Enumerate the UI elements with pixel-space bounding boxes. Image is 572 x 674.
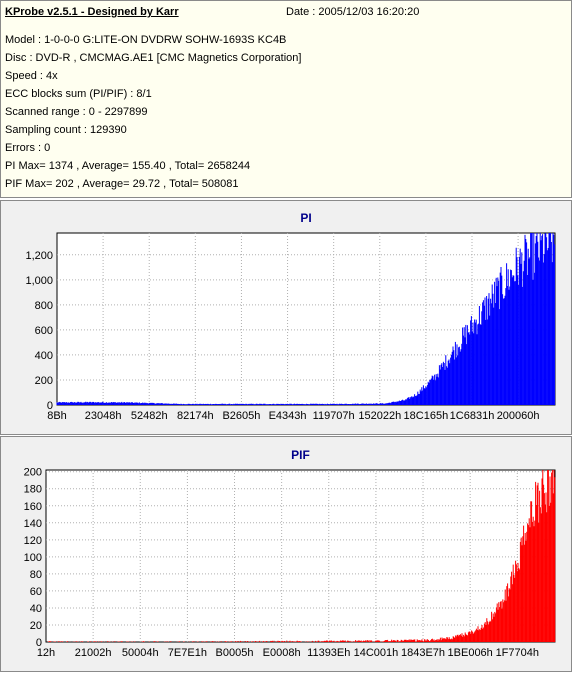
pi-chart-title: PI (300, 211, 311, 225)
info-pi-stats: PI Max= 1374 , Average= 155.40 , Total= … (5, 160, 251, 172)
y-tick-label: 600 (35, 325, 53, 337)
y-tick-label: 400 (35, 350, 53, 362)
y-tick-label: 100 (24, 552, 42, 564)
y-tick-label: 20 (30, 620, 42, 632)
pi-chart-panel: PI 0 200 400 600 800 1,000 1,200 8Bh 23048h 52482h… (0, 200, 572, 435)
info-sampling: Sampling count : 129390 (5, 124, 127, 136)
y-tick-label: 200 (35, 375, 53, 387)
plot-area (45, 469, 556, 643)
x-tick-label: E4343h (269, 410, 307, 422)
app-title: KProbe v2.5.1 - Designed by Karr (5, 6, 179, 18)
y-tick-label: 0 (36, 637, 42, 649)
y-tick-label: 120 (24, 535, 42, 547)
y-tick-label: 60 (30, 586, 42, 598)
x-tick-label: 7E7E1h (168, 647, 207, 659)
y-tick-label: 180 (24, 484, 42, 496)
pif-chart-title: PIF (291, 448, 310, 462)
info-speed: Speed : 4x (5, 70, 58, 82)
info-model: Model : 1-0-0-0 G:LITE-ON DVDRW SOHW-169… (5, 34, 287, 46)
x-tick-label: 8Bh (47, 410, 67, 422)
x-tick-label: 1BE006h (448, 647, 493, 659)
info-errors: Errors : 0 (5, 142, 51, 154)
x-tick-label: 14C001h (354, 647, 399, 659)
pi-chart: PI 0 200 400 600 800 1,000 1,200 8Bh 23048h 52482h… (25, 211, 556, 422)
x-tick-label: B2605h (222, 410, 260, 422)
x-tick-label: 1C6831h (450, 410, 495, 422)
y-tick-label: 40 (30, 603, 42, 615)
pif-chart: PIF 0 20 40 60 80 100 120 140 160 180 200 12h 21002h 5… (24, 448, 556, 659)
x-tick-label: 11393Eh (307, 647, 350, 659)
x-tick-label: 1F7704h (496, 647, 539, 659)
x-tick-label: 23048h (85, 410, 122, 422)
x-tick-label: B0005h (216, 647, 254, 659)
y-tick-label: 160 (24, 501, 42, 513)
x-tick-label: 152022h (358, 410, 401, 422)
x-tick-label: 119707h (313, 410, 355, 422)
x-tick-label: 12h (37, 647, 55, 659)
info-disc: Disc : DVD-R , CMCMAG.AE1 [CMC Magnetics… (5, 52, 302, 64)
y-tick-label: 80 (30, 569, 42, 581)
info-range: Scanned range : 0 - 2297899 (5, 106, 148, 118)
info-panel: KProbe v2.5.1 - Designed by Karr Date : … (0, 0, 572, 198)
pif-chart-panel: PIF 0 20 40 60 80 100 120 140 160 180 200 12h 21002h 5… (0, 436, 572, 672)
x-tick-label: 1843E7h (401, 647, 445, 659)
x-tick-label: E0008h (263, 647, 301, 659)
x-tick-label: 50004h (122, 647, 159, 659)
y-tick-label: 1,000 (25, 275, 53, 287)
y-tick-label: 1,200 (25, 250, 53, 262)
y-tick-label: 800 (35, 300, 53, 312)
info-pif-stats: PIF Max= 202 , Average= 29.72 , Total= 5… (5, 178, 239, 190)
y-tick-label: 140 (24, 518, 42, 530)
y-tick-label: 0 (47, 400, 53, 412)
x-tick-label: 21002h (75, 647, 112, 659)
info-ecc: ECC blocks sum (PI/PIF) : 8/1 (5, 88, 152, 100)
pif-series (47, 470, 556, 642)
x-tick-label: 82174h (177, 410, 214, 422)
x-tick-label: 200060h (497, 410, 540, 422)
x-tick-label: 18C165h (404, 410, 449, 422)
scan-date: Date : 2005/12/03 16:20:20 (286, 6, 420, 18)
x-tick-label: 52482h (131, 410, 168, 422)
y-tick-label: 200 (24, 467, 42, 479)
pi-series (56, 233, 556, 405)
